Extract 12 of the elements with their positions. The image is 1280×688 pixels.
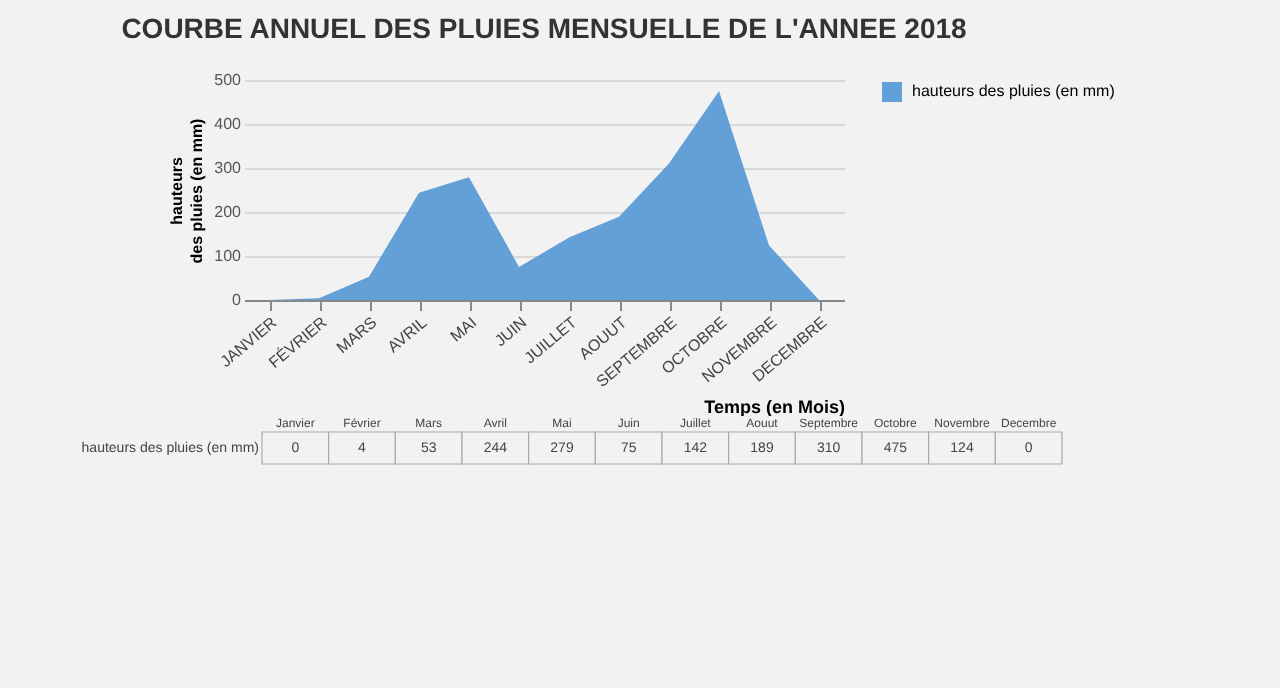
chart-title: COURBE ANNUEL DES PLUIES MENSUELLE DE L'ANNEE 2018 <box>121 12 968 44</box>
text: hauteurs <box>168 157 187 225</box>
x-tick-label: MAI <box>446 313 481 346</box>
y-tick-label: 500 <box>214 71 243 89</box>
y-tick-label: 200 <box>214 203 243 221</box>
legend-label: hauteurs des pluies (en mm) <box>912 82 1116 100</box>
y-tick-label: 100 <box>214 247 243 265</box>
y-tick-label: 300 <box>214 159 243 177</box>
y-tick-label: 400 <box>214 115 243 133</box>
y-tick-label: 0 <box>232 291 243 309</box>
text: des pluies (en mm) <box>188 118 207 264</box>
x-axis-title: Temps (en Mois) <box>704 396 845 417</box>
